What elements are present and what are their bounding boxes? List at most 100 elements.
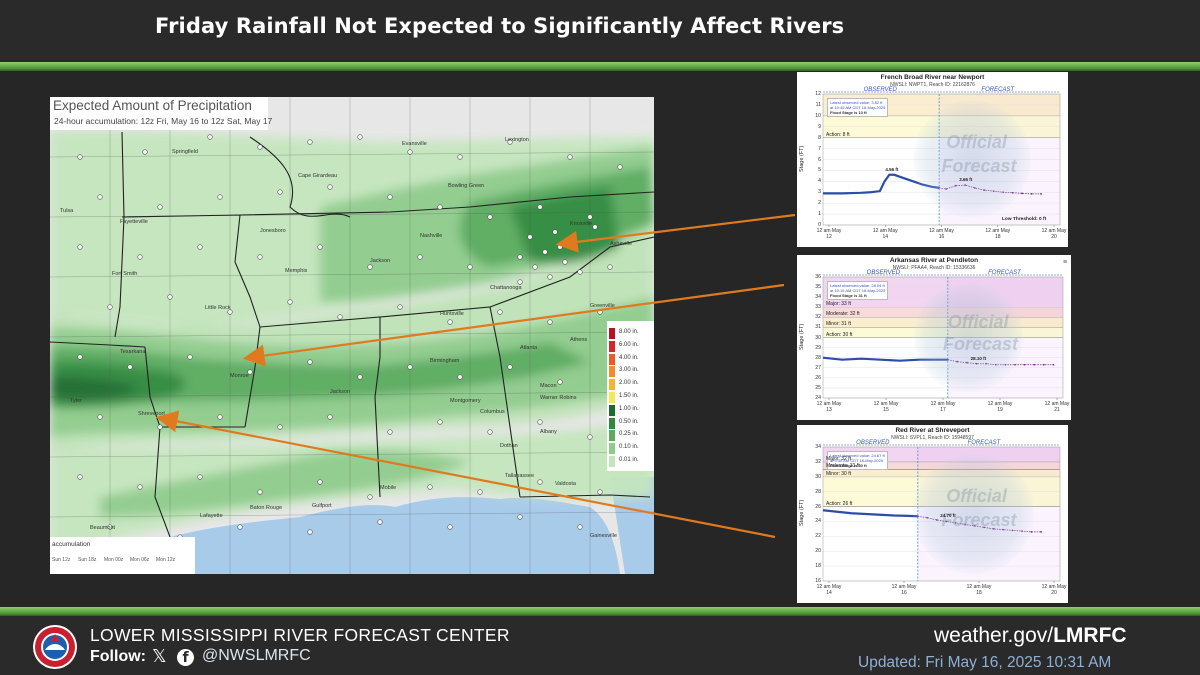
noaa-watermark: [914, 283, 1024, 392]
top-green-divider: [0, 62, 1200, 71]
legend-label: 4.00 in.: [619, 354, 639, 361]
y-tick-label: 4: [818, 178, 821, 185]
x-tick-label: 12 am May 16: [891, 584, 917, 596]
forecast-value-label: 3.66 ft: [959, 177, 973, 183]
observed-series-line: [823, 173, 940, 195]
hydrograph-title: Red River at Shreveport: [895, 427, 970, 434]
flood-category-label: Minor: 31 ft: [826, 321, 852, 328]
flood-category-label: Moderate: 31 ft: [826, 463, 860, 470]
map-title: Expected Amount of Precipitation: [53, 98, 252, 113]
latest-observed-time: at 10:15 AM CDT 16-May-2025: [830, 288, 886, 293]
forecast-point: [964, 184, 967, 187]
svg-text:Huntsville: Huntsville: [440, 311, 464, 317]
forecast-point: [1023, 363, 1026, 366]
y-tick-label: 0: [818, 222, 821, 228]
forecast-point: [938, 186, 941, 189]
forecast-point: [983, 189, 986, 191]
forecast-point: [1004, 363, 1007, 366]
forecast-point: [1033, 363, 1036, 366]
y-tick-label: 12: [815, 91, 821, 97]
flood-category-band: [823, 461, 1060, 470]
svg-text:Fort Smith: Fort Smith: [112, 271, 137, 277]
forecast-point: [973, 525, 976, 527]
y-tick-label: 20: [815, 548, 821, 555]
svg-text:Gainesville: Gainesville: [590, 533, 617, 539]
forecast-point: [992, 190, 995, 193]
official-forecast-watermark: Forecast: [941, 155, 1017, 176]
legend-swatch: [609, 379, 615, 391]
svg-text:Lexington: Lexington: [505, 137, 529, 143]
legend-item: 2.00 in.: [609, 379, 654, 391]
x-tick-label: 12 am May 20: [1041, 584, 1067, 596]
forecast-point: [975, 362, 978, 365]
y-axis-label: Stage (FT): [799, 499, 805, 526]
legend-item: 3.00 in.: [609, 366, 654, 378]
hydrograph-arkansas-pendleton: Official Forecast Arkansas River at Pendle…: [797, 255, 1071, 420]
svg-text:Bowling Green: Bowling Green: [448, 183, 484, 189]
y-tick-label: 7: [818, 145, 821, 152]
svg-text:Greenville: Greenville: [590, 303, 615, 309]
legend-swatch: [609, 353, 615, 365]
x-tick-label: 12 am May 20: [1041, 228, 1067, 240]
forecast-point: [954, 184, 957, 187]
legend-swatch: [609, 392, 615, 403]
chart-menu-icon[interactable]: ≡: [1063, 259, 1068, 266]
noaa-watermark: [913, 100, 1031, 219]
forecast-point: [1021, 192, 1023, 195]
hydrograph-plot: [822, 274, 1064, 400]
svg-text:Birmingham: Birmingham: [430, 358, 460, 364]
y-axis-label: Stage (FT): [799, 323, 805, 350]
legend-label: 3.00 in.: [619, 367, 639, 374]
map-title-box: Expected Amount of Precipitation 24-hour…: [50, 97, 272, 130]
legend-swatch: [609, 430, 615, 442]
flood-category-label: Moderate: 32 ft: [826, 311, 860, 318]
social-handle-link[interactable]: @NWSLMRFC: [202, 647, 311, 664]
hydrograph-title: French Broad River near Newport: [880, 74, 985, 81]
legend-swatch: [609, 417, 615, 429]
latest-observed-value: Latest observed value: 28.04 ft: [830, 283, 885, 288]
site-suffix: LMRFC: [1053, 624, 1127, 647]
svg-text:Springfield: Springfield: [172, 149, 198, 155]
observed-series-line: [822, 509, 918, 518]
x-tick-label: 12 am May 18: [966, 584, 992, 596]
forecast-point: [964, 523, 967, 526]
x-logo-icon[interactable]: 𝕏: [152, 646, 167, 667]
flood-stage-text: Flood Stage is 31 ft: [830, 293, 867, 298]
y-tick-label: 28: [815, 488, 821, 495]
svg-text:Beaumont: Beaumont: [90, 525, 116, 531]
legend-item: 4.00 in.: [609, 353, 654, 365]
svg-text:Tyler: Tyler: [70, 398, 82, 404]
svg-text:Little Rock: Little Rock: [205, 305, 231, 311]
flood-category-band: [823, 307, 1063, 318]
flood-stage-text: Flood Stage is 30 ft: [830, 463, 867, 468]
y-tick-label: 27: [815, 364, 821, 371]
forecast-point: [1011, 191, 1014, 194]
y-tick-label: 9: [818, 123, 821, 130]
svg-text:Tallahassee: Tallahassee: [505, 473, 534, 479]
x-tick-label: 12 am May 16: [929, 228, 954, 240]
legend-item: 0.01 in.: [609, 456, 654, 467]
svg-text:Jackson: Jackson: [370, 258, 390, 264]
y-tick-label: 28: [815, 354, 821, 361]
forecast-center-name: LOWER MISSISSIPPI RIVER FORECAST CENTER: [90, 625, 510, 645]
legend-label: 2.00 in.: [619, 380, 639, 387]
official-forecast-watermark: Official: [946, 486, 1007, 507]
flood-category-label: Major: 32 ft: [826, 455, 852, 462]
y-tick-label: 33: [815, 304, 821, 311]
legend-item: 1.00 in.: [609, 404, 654, 416]
latest-observed-value: Latest observed value: 24.67 ft: [830, 453, 885, 458]
forecast-point: [1030, 530, 1033, 533]
low-threshold-label: Low Threshold: 0 ft: [1002, 217, 1047, 222]
facebook-logo-icon[interactable]: f: [177, 649, 194, 666]
forecast-point: [926, 516, 929, 519]
svg-text:Montgomery: Montgomery: [450, 398, 481, 404]
forecast-point: [956, 360, 959, 363]
website-link[interactable]: weather.gov/LMRFC: [934, 624, 1127, 648]
latest-observed-info: Latest observed value: 28.04 ft at 10:15 …: [827, 281, 889, 300]
y-tick-label: 3: [818, 189, 821, 196]
forecast-value-label: 24.70 ft: [940, 513, 956, 519]
y-tick-label: 29: [815, 344, 821, 351]
legend-label: 0.25 in.: [619, 431, 639, 438]
y-tick-label: 31: [815, 324, 821, 331]
forecast-point: [1030, 192, 1033, 195]
